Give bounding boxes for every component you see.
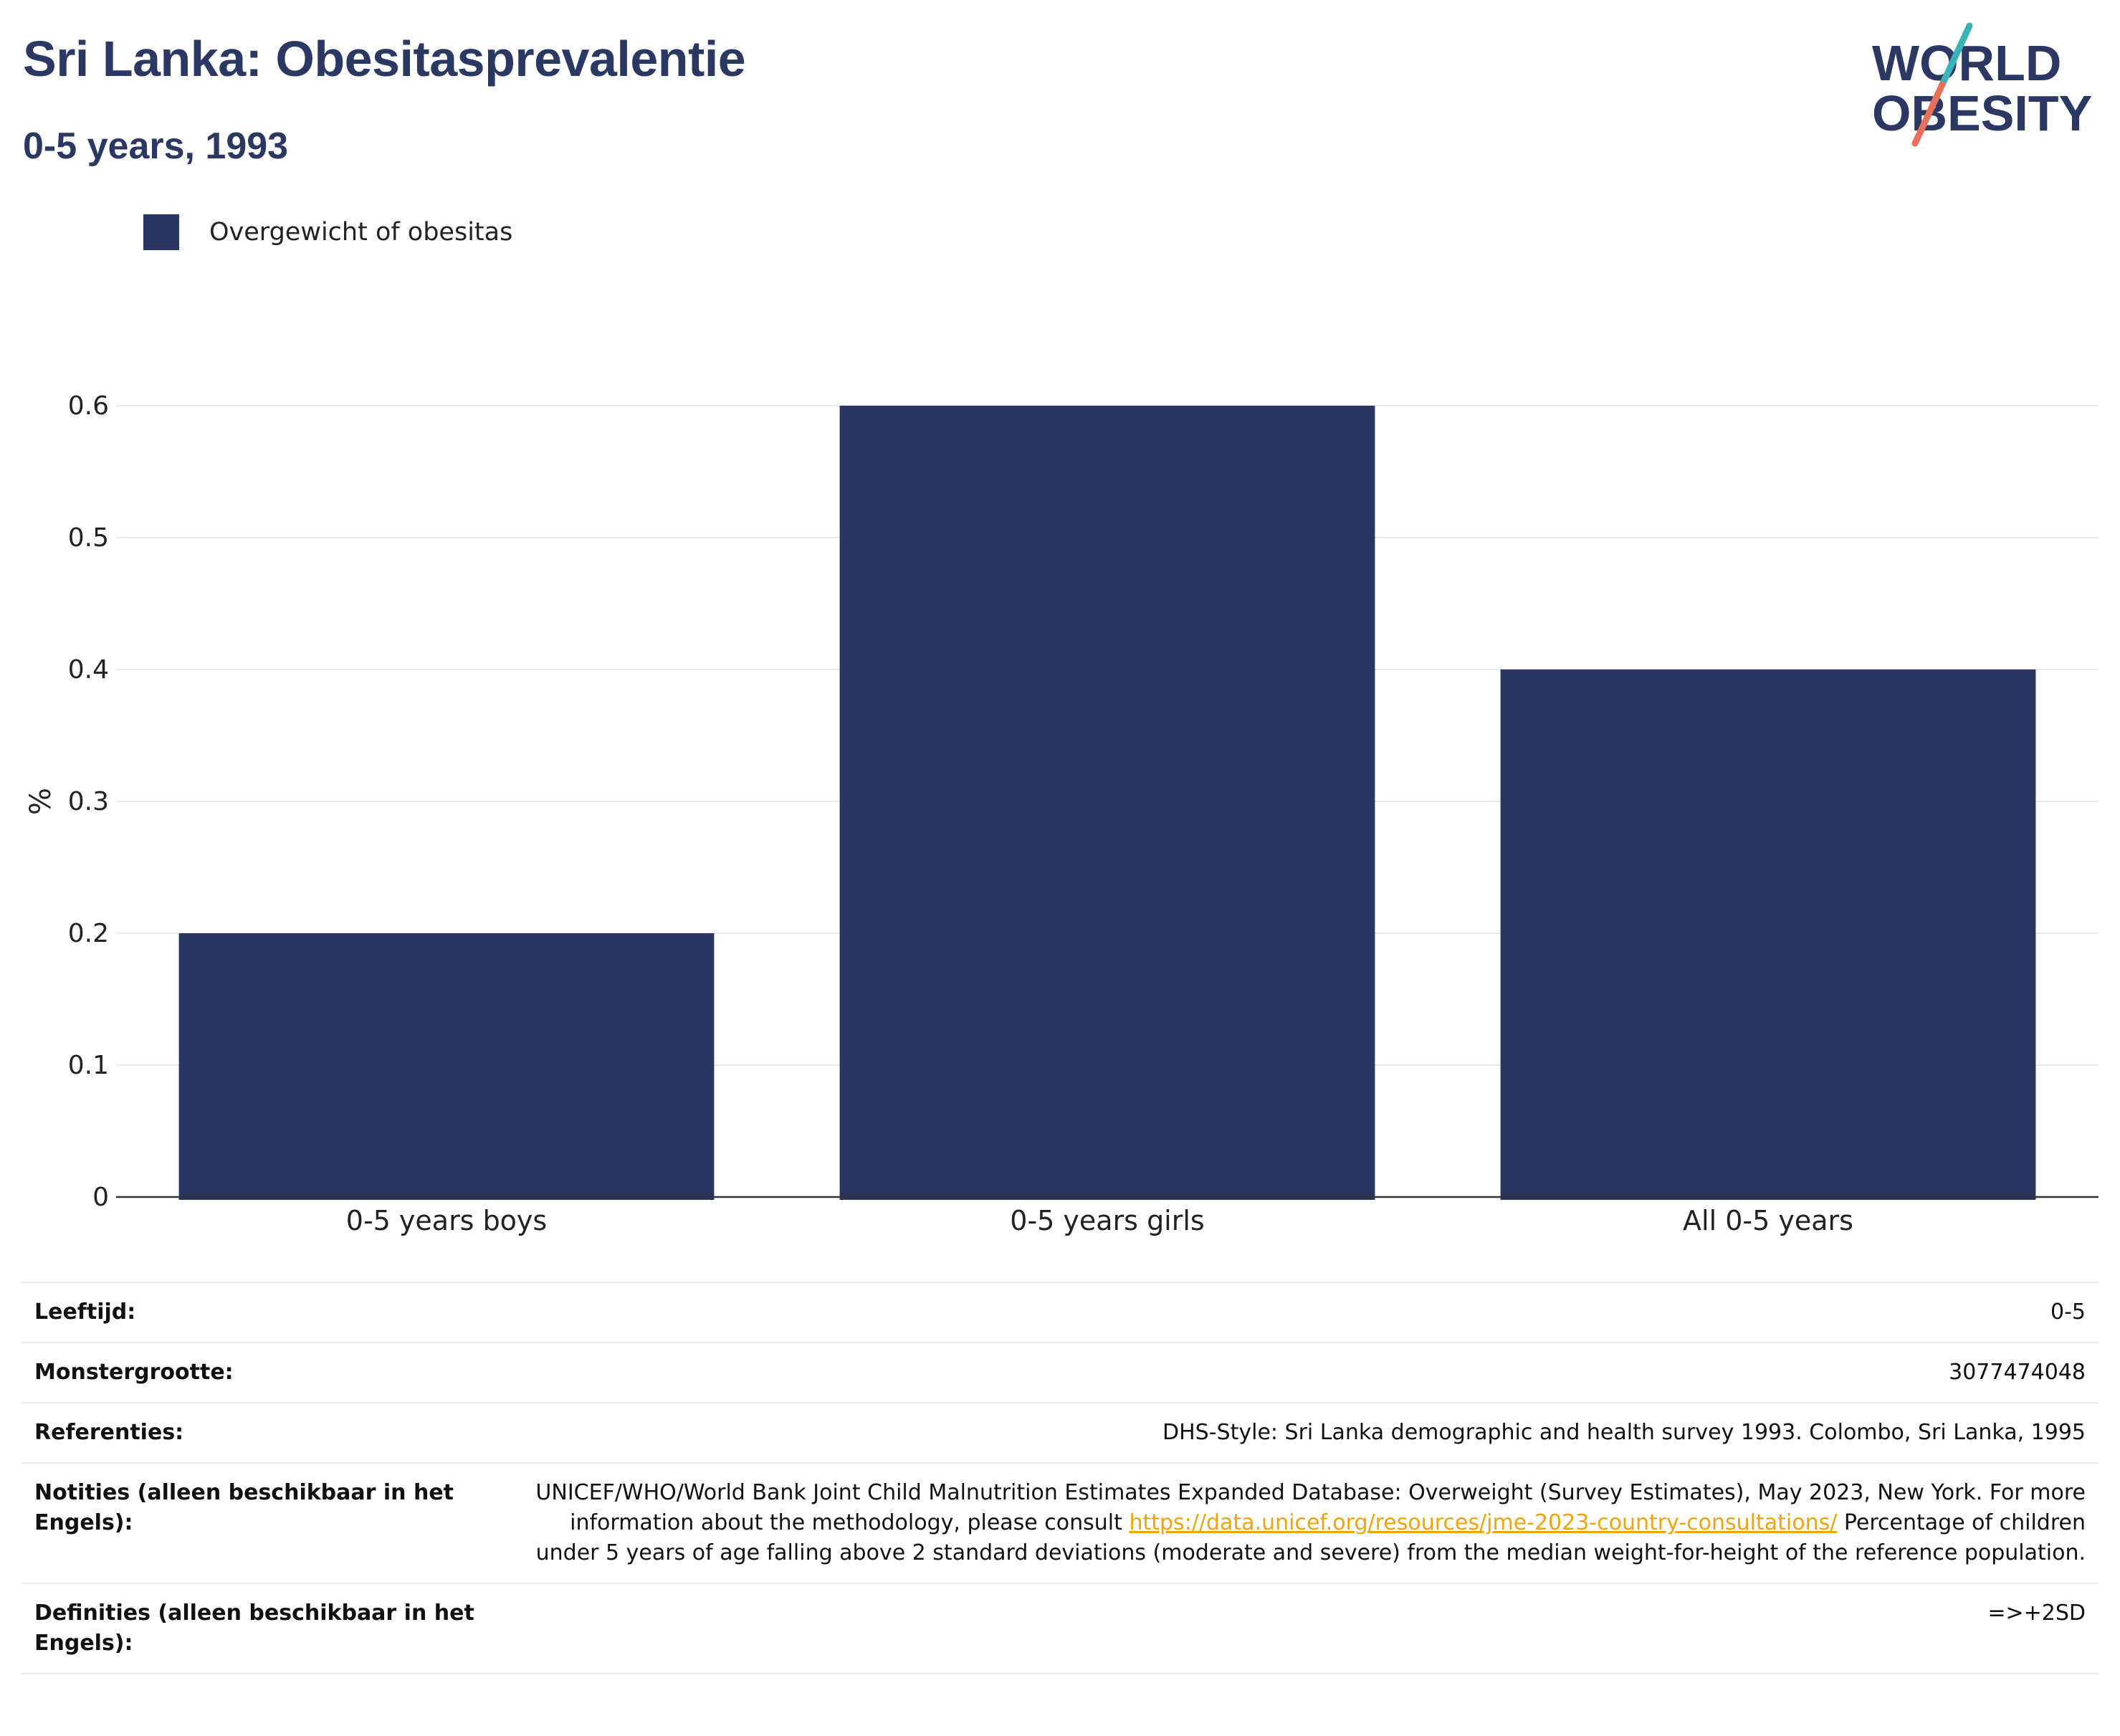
y-tick-label: 0.4 <box>68 655 109 685</box>
info-key: Definities (alleen beschikbaar in het En… <box>22 1583 506 1674</box>
logo-line-world: WORLD <box>1872 35 2061 91</box>
legend-label: Overgewicht of obesitas <box>209 218 513 247</box>
bar <box>178 933 715 1200</box>
info-key: Notities (alleen beschikbaar in het Enge… <box>22 1462 506 1583</box>
y-tick-label: 0.6 <box>68 391 109 421</box>
notes-text-before: UNICEF/WHO/World Bank Joint Child Malnut… <box>535 1480 2086 1535</box>
bar <box>839 406 1375 1200</box>
bar-chart: 0 0.1 0.2 0.3 0.4 0.5 0.6% 0-5 years boys 0-5 ye… <box>24 391 2098 1236</box>
chart-title: Sri Lanka: Obesitasprevalentie <box>23 31 746 87</box>
notes-text-after: Percentage of children under 5 years of … <box>535 1510 2086 1565</box>
info-value: =>+2SD <box>506 1583 2098 1674</box>
info-value: 3077474048 <box>506 1342 2098 1403</box>
y-tick-label: 0.1 <box>68 1051 109 1080</box>
info-row-sample-size: Monstergrootte: 3077474048 <box>22 1342 2098 1403</box>
info-row-age: Leeftijd: 0-5 <box>22 1282 2098 1342</box>
info-key: Monstergrootte: <box>22 1342 506 1403</box>
chart-legend: Overgewicht of obesitas <box>143 214 512 251</box>
info-row-notes: Notities (alleen beschikbaar in het Enge… <box>22 1462 2098 1583</box>
info-row-definitions: Definities (alleen beschikbaar in het En… <box>22 1583 2098 1674</box>
x-tick-label: 0-5 years boys <box>346 1205 547 1236</box>
info-key: Leeftijd: <box>22 1282 506 1342</box>
y-tick-label: 0.2 <box>68 919 109 948</box>
info-table: Leeftijd: 0-5 Monstergrootte: 3077474048… <box>22 1282 2098 1674</box>
bar <box>1500 669 2036 1200</box>
y-tick-label: 0.3 <box>68 787 109 816</box>
info-key: Referenties: <box>22 1402 506 1463</box>
logo-line-obesity: OBESITY <box>1872 85 2092 141</box>
logo-slash-teal <box>1939 22 1973 88</box>
info-value: UNICEF/WHO/World Bank Joint Child Malnut… <box>506 1462 2098 1583</box>
world-obesity-logo: WORLD OBESITY <box>1872 22 2092 147</box>
info-row-references: Referenties: DHS-Style: Sri Lanka demogr… <box>22 1402 2098 1463</box>
legend-swatch <box>143 214 179 250</box>
y-axis-label: % <box>24 788 57 815</box>
y-tick-label: 0.5 <box>68 523 109 553</box>
x-tick-label: All 0-5 years <box>1683 1205 1853 1236</box>
y-tick-label: 0 <box>92 1183 109 1212</box>
info-value: DHS-Style: Sri Lanka demographic and hea… <box>506 1402 2098 1463</box>
logo-slash-coral <box>1911 81 1946 147</box>
chart-subtitle: 0-5 years, 1993 <box>23 125 289 167</box>
x-tick-label: 0-5 years girls <box>1010 1205 1204 1236</box>
info-value: 0-5 <box>506 1282 2098 1342</box>
methodology-link[interactable]: https://data.unicef.org/resources/jme-20… <box>1129 1510 1838 1535</box>
